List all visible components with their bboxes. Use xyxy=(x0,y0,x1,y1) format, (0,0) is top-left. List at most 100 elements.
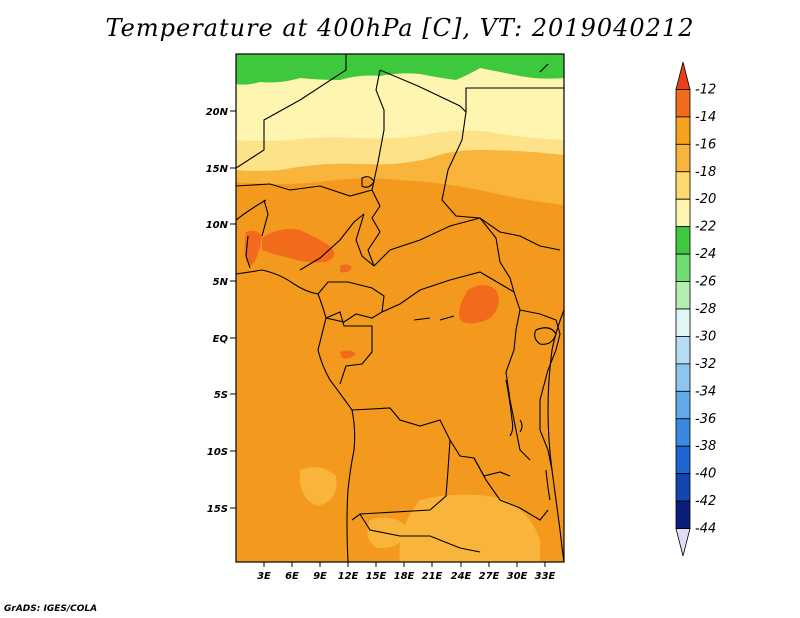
lon-tick-label: 21E xyxy=(422,571,443,582)
river-congo-1 xyxy=(413,317,431,321)
border-north-1 xyxy=(236,54,347,169)
colorbar-label: -14 xyxy=(695,110,716,125)
border-congo xyxy=(325,271,515,323)
lon-tick-label: 12E xyxy=(338,571,359,582)
lake-chad xyxy=(361,176,375,188)
temp-zone-24-22 xyxy=(236,54,564,85)
border-west-coast xyxy=(236,199,267,221)
colorbar-label: -18 xyxy=(695,165,716,180)
colorbar-segment xyxy=(675,473,691,502)
lon-tick-label: 24E xyxy=(451,571,472,582)
lon-tick-label: 18E xyxy=(394,571,415,582)
colorbar-segment xyxy=(675,500,691,529)
river-north xyxy=(539,63,549,73)
colorbar-segment xyxy=(675,198,691,228)
colorbar-segment xyxy=(675,308,691,337)
lat-tick-label: 10S xyxy=(207,447,228,458)
temp-patch-southwest xyxy=(299,467,337,506)
temp-patch-south2 xyxy=(367,517,410,549)
lon-axis xyxy=(263,562,546,567)
colorbar-segment xyxy=(675,363,691,392)
colorbar-segment xyxy=(675,336,691,365)
lon-tick-label: 27E xyxy=(479,571,500,582)
lon-tick-label: 3E xyxy=(257,571,271,582)
colorbar-segment xyxy=(675,418,691,447)
colorbar: -12 -14 -16 -18 -20 -22 -24 -26 -28 -30 -32 -34 -36 -… xyxy=(675,61,716,557)
border-cameroon-chad xyxy=(355,213,375,267)
lat-tick-label: 10N xyxy=(206,220,229,231)
lon-tick-label: 9E xyxy=(313,571,327,582)
chart-title: Temperature at 400hPa [C], VT: 201904021… xyxy=(105,14,695,42)
coastline xyxy=(236,269,356,562)
lat-tick-label: 5S xyxy=(214,390,228,401)
border-east-lakes xyxy=(505,291,531,461)
colorbar-segment xyxy=(675,253,691,282)
border-zambia xyxy=(473,457,549,521)
border-gabon xyxy=(325,311,373,385)
border-north-3 xyxy=(379,69,564,114)
temperature-field xyxy=(236,54,564,562)
lon-tick-label: 6E xyxy=(285,571,299,582)
border-angola-zambia xyxy=(351,439,451,521)
border-cameroon-south xyxy=(317,281,385,313)
lat-tick-label: EQ xyxy=(213,334,229,345)
colorbar-segment xyxy=(675,61,691,90)
colorbar-segment xyxy=(675,226,691,255)
colorbar-segment xyxy=(675,390,691,420)
temp-patch-warm-small2 xyxy=(340,350,356,359)
colorbar-segment xyxy=(675,171,691,200)
colorbar-label: -28 xyxy=(695,302,716,317)
colorbar-label: -40 xyxy=(695,467,716,482)
colorbar-segment xyxy=(675,116,691,145)
border-car xyxy=(373,217,515,293)
border-tanzania xyxy=(539,349,557,471)
colorbar-label: -34 xyxy=(695,384,716,399)
lat-tick-label: 15S xyxy=(207,504,228,515)
colorbar-label: -16 xyxy=(695,137,716,152)
temp-patch-warm-small1 xyxy=(340,264,352,273)
border-west-2 xyxy=(261,199,269,237)
lake-malawi xyxy=(545,469,551,501)
lon-tick-labels: 3E 6E 9E 12E 15E 18E 21E 24E 27E 30E 33E xyxy=(257,571,555,582)
lat-tick-label: 20N xyxy=(206,107,229,118)
border-niger-nigeria xyxy=(236,183,373,197)
grads-credit: GrADS: IGES/COLA xyxy=(4,604,98,614)
temp-patch-south xyxy=(399,494,540,562)
coastline-east xyxy=(547,309,564,562)
colorbar-segment xyxy=(675,89,691,118)
lon-tick-label: 15E xyxy=(366,571,387,582)
border-uganda-kenya xyxy=(519,309,561,351)
colorbar-segment xyxy=(675,281,691,310)
lat-tick-labels: 20N 15N 10N 5N EQ 5S 10S 15S xyxy=(206,107,229,515)
lake-mweru xyxy=(519,419,523,433)
temp-patch-warm-nigeria xyxy=(262,229,335,263)
colorbar-label: -42 xyxy=(695,494,716,509)
lon-tick-label: 33E xyxy=(535,571,556,582)
colorbar-label: -36 xyxy=(695,412,716,427)
border-chad xyxy=(367,189,381,267)
colorbar-label: -38 xyxy=(695,439,716,454)
lon-tick-label: 30E xyxy=(507,571,528,582)
border-west-3 xyxy=(245,235,251,269)
colorbar-label: -20 xyxy=(695,192,716,207)
river-congo-2 xyxy=(439,315,455,321)
colorbar-label: -12 xyxy=(695,82,716,97)
colorbar-label: -24 xyxy=(695,247,716,262)
colorbar-segment xyxy=(675,143,691,173)
colorbar-label: -30 xyxy=(695,329,716,344)
map-frame xyxy=(235,53,565,563)
colorbar-label: -26 xyxy=(695,275,716,290)
lat-tick-label: 5N xyxy=(213,277,229,288)
temp-patch-warm-drc xyxy=(459,285,499,324)
colorbar-label: -32 xyxy=(695,357,716,372)
lat-axis xyxy=(230,110,236,509)
colorbar-label: -22 xyxy=(695,220,716,235)
border-sudan xyxy=(441,111,561,251)
lake-victoria xyxy=(534,327,557,345)
colorbar-label: -44 xyxy=(695,522,716,537)
border-namibia xyxy=(359,513,481,553)
border-nigeria-cameroon xyxy=(299,213,365,271)
lake-tanganyika xyxy=(505,379,514,437)
country-borders xyxy=(236,54,564,562)
